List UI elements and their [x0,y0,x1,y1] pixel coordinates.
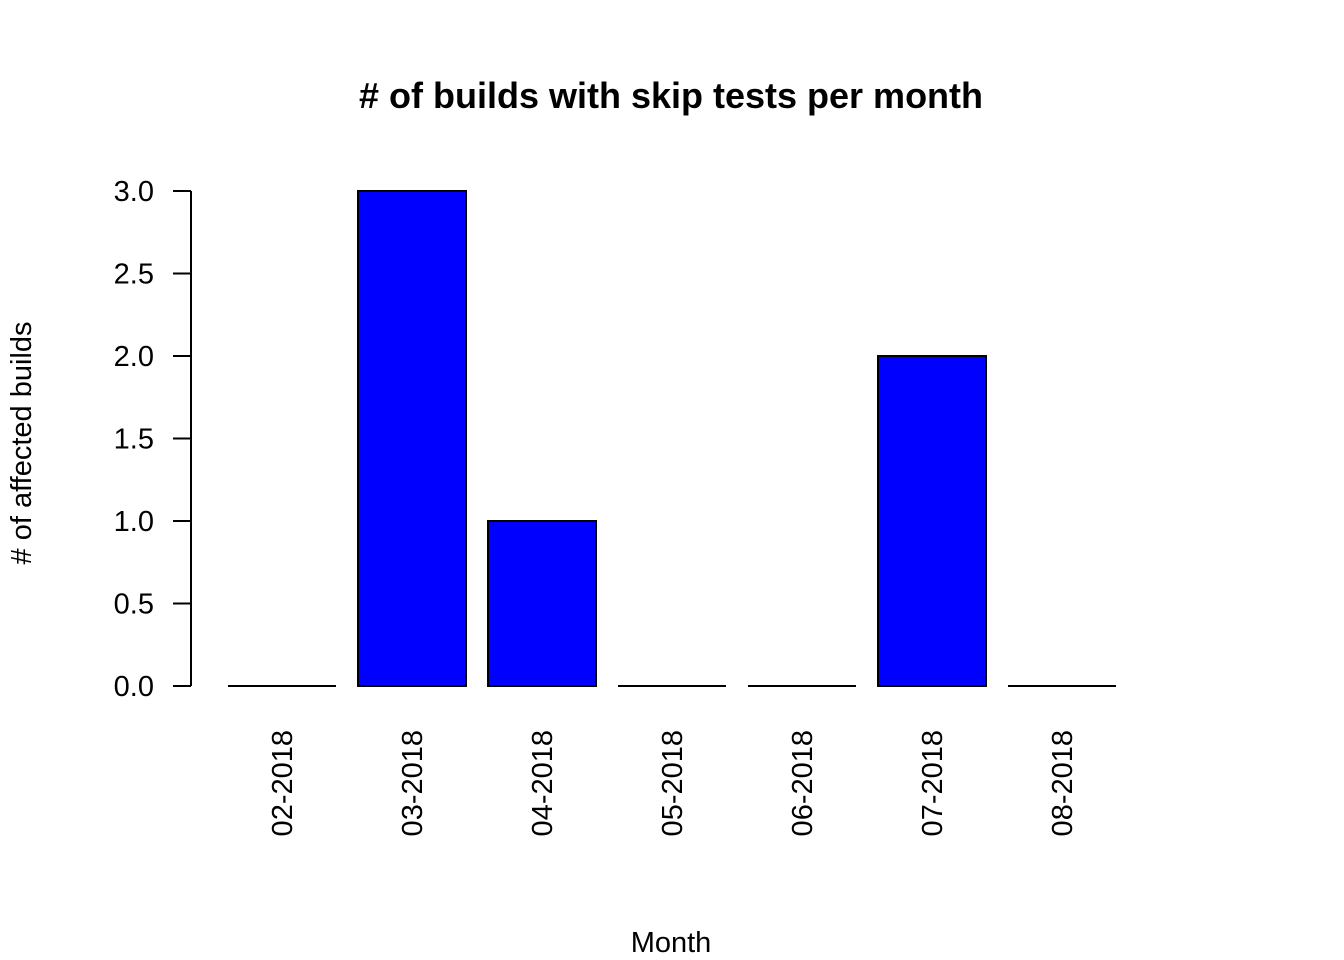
x-tick-label: 05-2018 [657,730,689,836]
y-tick-label: 2.5 [114,259,154,291]
x-tick-label: 08-2018 [1047,730,1079,836]
y-tick-label: 1.0 [114,506,154,538]
bars [228,190,1116,687]
x-axis-label: Month [631,927,712,959]
bar-07-2018 [877,355,987,687]
y-tick-label: 0.5 [114,589,154,621]
x-tick-label: 06-2018 [787,730,819,836]
x-tick-label: 04-2018 [527,730,559,836]
x-tick-label: 02-2018 [267,730,299,836]
x-tick-label: 03-2018 [397,730,429,836]
bar-03-2018 [357,190,467,687]
x-axis-tick-labels: 02-2018 03-2018 04-2018 05-2018 06-2018 07-20… [267,730,1079,836]
bar-04-2018 [487,520,597,687]
y-axis: 0.0 0.5 1.0 1.5 2.0 2.5 3.0 [114,176,192,703]
y-tick-label: 3.0 [114,176,154,208]
y-tick-label: 1.5 [114,424,154,456]
y-tick-label: 2.0 [114,341,154,373]
x-tick-label: 07-2018 [917,730,949,836]
y-axis-label: # of affected builds [6,322,38,565]
chart-title: # of builds with skip tests per month [359,75,983,116]
y-tick-label: 0.0 [114,671,154,703]
